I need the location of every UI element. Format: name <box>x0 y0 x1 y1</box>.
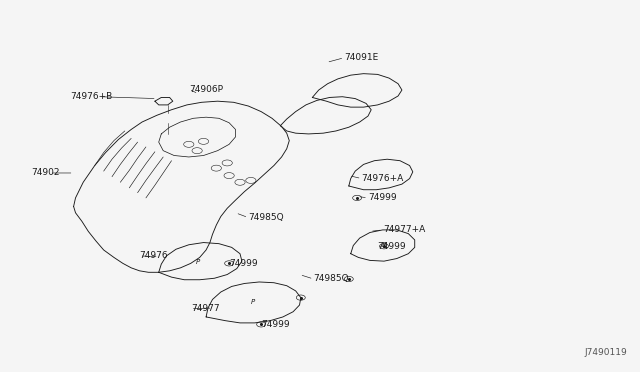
Text: 74985Q: 74985Q <box>248 213 284 222</box>
Text: 74999: 74999 <box>229 259 258 268</box>
Text: 74906P: 74906P <box>189 85 223 94</box>
Text: 74977: 74977 <box>191 304 220 313</box>
Text: 74999: 74999 <box>261 320 290 329</box>
Text: J7490119: J7490119 <box>584 348 627 357</box>
Text: 74091E: 74091E <box>344 53 379 62</box>
Text: 74976+A: 74976+A <box>362 174 404 183</box>
Text: 74977+A: 74977+A <box>383 225 425 234</box>
Text: P: P <box>382 242 386 248</box>
Text: 74985Q: 74985Q <box>314 275 349 283</box>
Text: P: P <box>196 259 200 265</box>
Text: P: P <box>251 299 255 305</box>
Text: 74976: 74976 <box>140 251 168 260</box>
Text: 74902: 74902 <box>31 169 60 177</box>
Text: 74999: 74999 <box>378 242 406 251</box>
Text: 74976+B: 74976+B <box>70 92 113 101</box>
Text: 74999: 74999 <box>368 193 397 202</box>
